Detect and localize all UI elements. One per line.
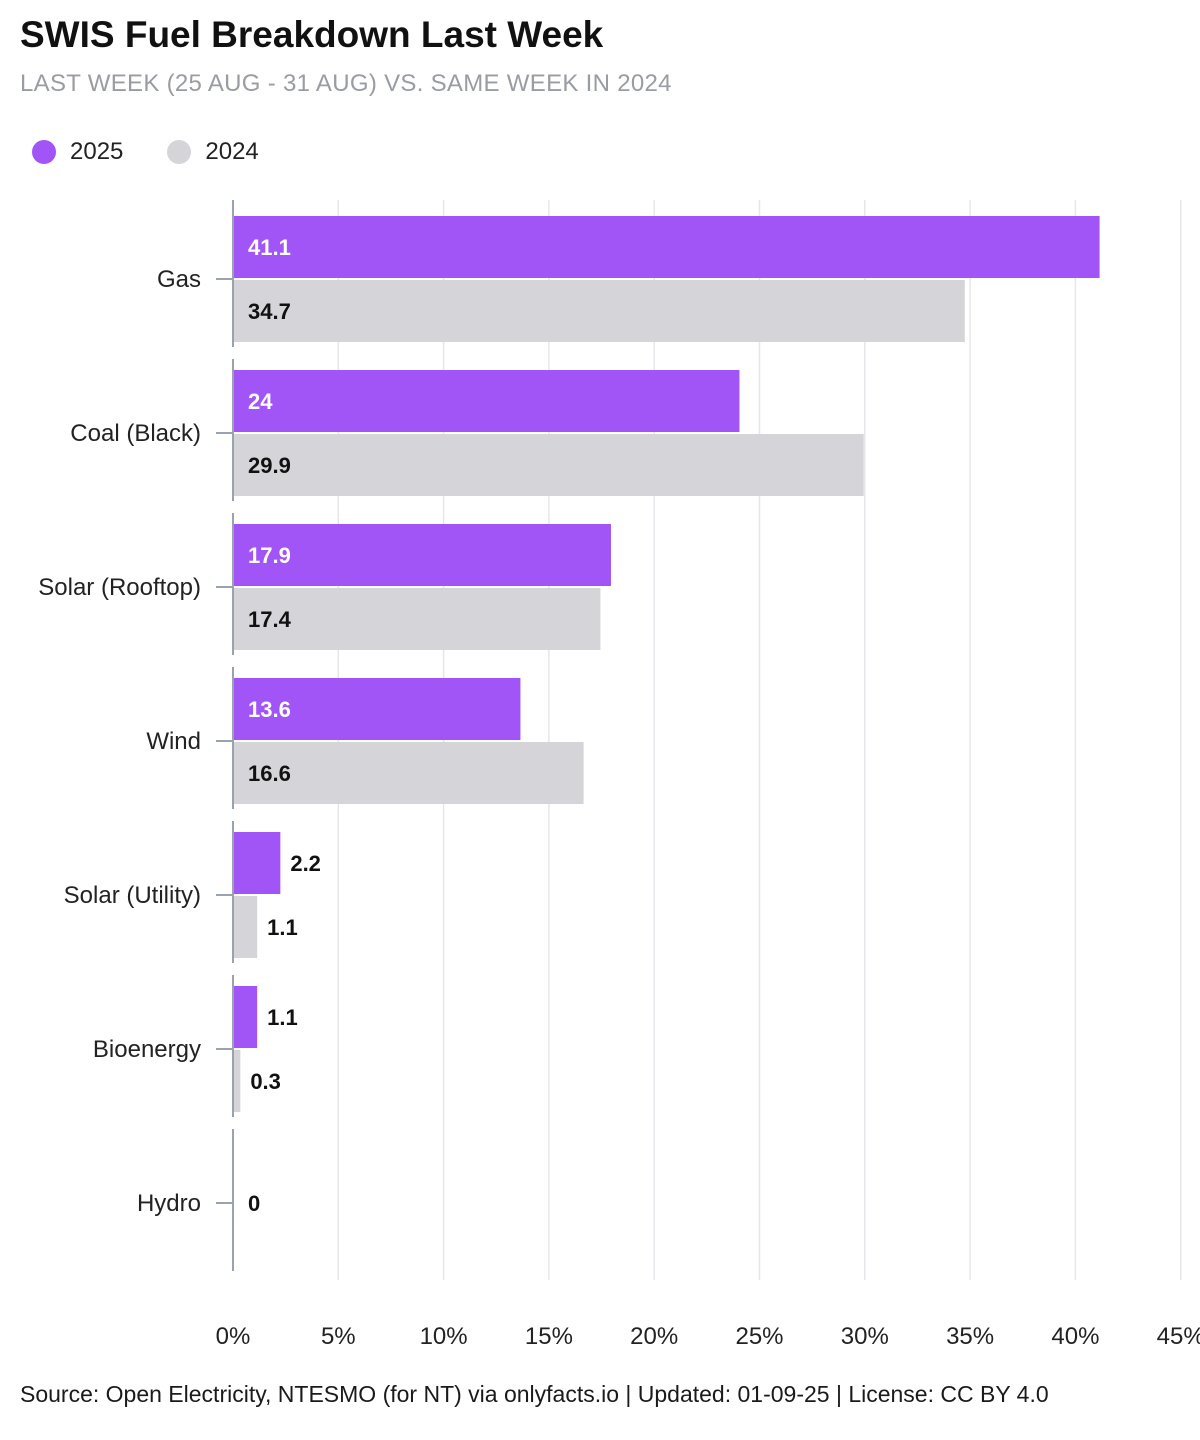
value-label-2024: 1.1	[267, 915, 298, 940]
bar-2024	[234, 588, 601, 650]
value-label-2024: 34.7	[248, 299, 291, 324]
bar-2025	[234, 216, 1100, 278]
bar-2024	[234, 434, 864, 496]
x-tick-label: 30%	[841, 1323, 889, 1350]
legend-item-2024[interactable]: 2024	[167, 138, 259, 166]
value-label-2025: 41.1	[248, 235, 291, 260]
legend-label-2024: 2024	[205, 138, 259, 165]
bar-2024	[234, 280, 965, 342]
category-label: Solar (Rooftop)	[38, 574, 201, 601]
value-label-2025: 17.9	[248, 543, 291, 568]
source-note: Source: Open Electricity, NTESMO (for NT…	[20, 1381, 1049, 1407]
value-label-2025: 1.1	[267, 1005, 298, 1030]
x-tick-label: 25%	[735, 1323, 783, 1350]
value-label-2025: 2.2	[290, 851, 321, 876]
legend-swatch-2024	[167, 140, 192, 164]
value-label-2025: 13.6	[248, 697, 291, 722]
x-tick-label: 10%	[420, 1323, 468, 1350]
chart-title: SWIS Fuel Breakdown Last Week	[20, 14, 604, 55]
bar-2025	[234, 678, 521, 740]
axis-gap	[231, 1271, 236, 1283]
legend-item-2025[interactable]: 2025	[32, 138, 123, 166]
x-tick-label: 15%	[525, 1323, 573, 1350]
axis-gap	[231, 1117, 236, 1129]
category-label: Wind	[146, 728, 201, 755]
axis-gap	[231, 809, 236, 821]
axis-gap	[231, 655, 236, 667]
x-tick-label: 45%	[1157, 1323, 1200, 1350]
value-label-2024: 0.3	[250, 1069, 281, 1094]
legend: 2025 2024	[32, 138, 303, 166]
axis-gap	[231, 963, 236, 975]
bar-2024	[234, 1050, 241, 1112]
axis-gap	[231, 501, 236, 513]
x-tick-label: 35%	[946, 1323, 994, 1350]
value-label-2025: 0	[248, 1191, 260, 1216]
bar-2024	[234, 742, 584, 804]
category-label: Coal (Black)	[70, 420, 201, 447]
bar-2025	[234, 832, 281, 894]
value-label-2025: 24	[248, 389, 273, 414]
legend-swatch-2025	[32, 140, 56, 164]
x-tick-label: 5%	[321, 1323, 356, 1350]
x-tick-label: 20%	[630, 1323, 678, 1350]
chart-subtitle: LAST WEEK (25 AUG - 31 AUG) VS. SAME WEE…	[20, 70, 672, 97]
category-label: Solar (Utility)	[64, 882, 201, 909]
bar-2025	[234, 986, 258, 1048]
bar-2025	[234, 370, 740, 432]
category-label: Hydro	[137, 1190, 201, 1217]
x-tick-label: 40%	[1051, 1323, 1099, 1350]
category-label: Gas	[157, 266, 201, 293]
bar-chart: 0% 5% 10% 15% 20% 25% 30% 35% 40% 45% Gas 41.1 34.7 C…	[38, 200, 1200, 1350]
value-label-2024: 16.6	[248, 761, 291, 786]
x-tick-label: 0%	[216, 1323, 251, 1350]
bar-2024	[234, 896, 258, 958]
legend-label-2025: 2025	[70, 138, 124, 165]
value-label-2024: 17.4	[248, 607, 292, 632]
value-label-2024: 29.9	[248, 453, 291, 478]
bar-2025	[234, 524, 611, 586]
axis-gap	[231, 347, 236, 359]
category-label: Bioenergy	[93, 1036, 201, 1063]
